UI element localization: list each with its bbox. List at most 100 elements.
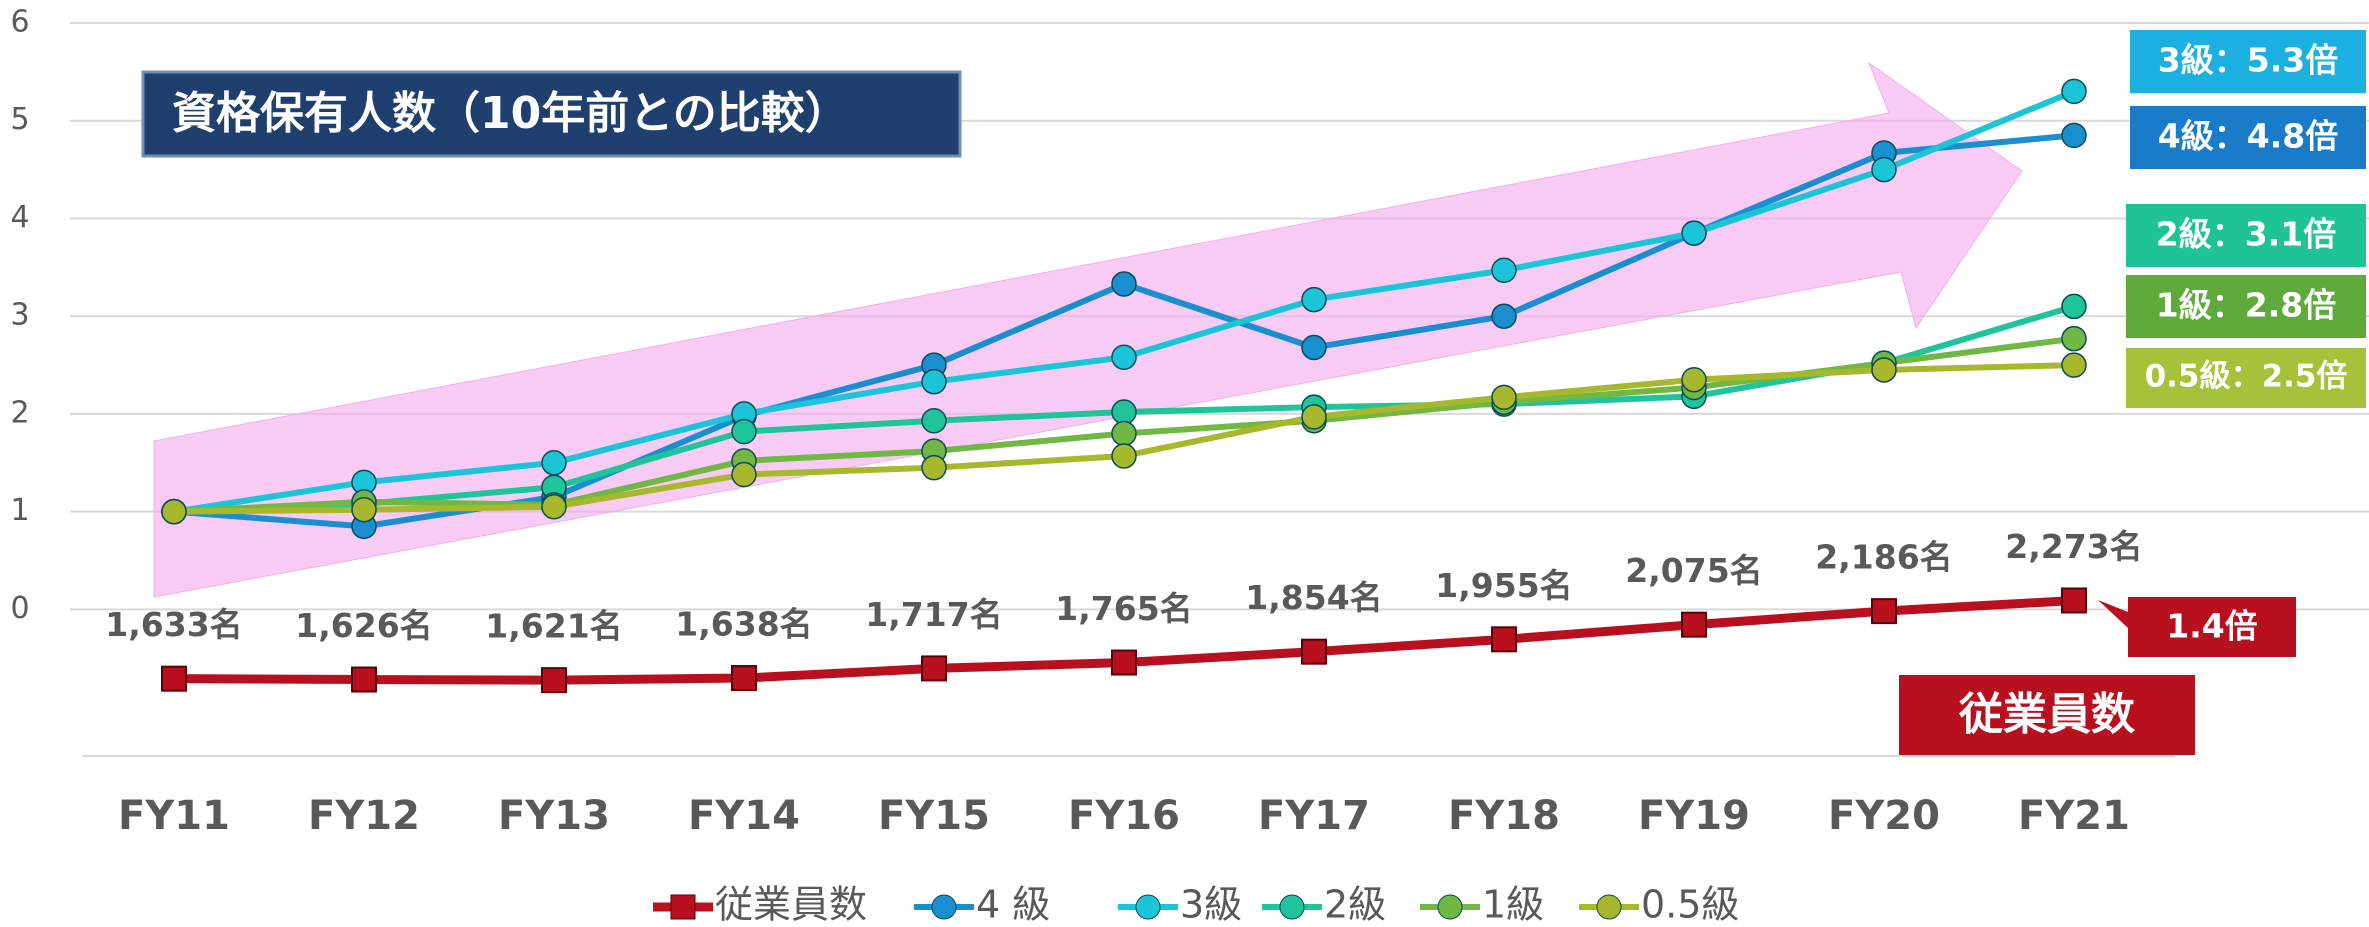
series [161,78,2087,525]
legend-label: 3級 [1180,883,1242,927]
legend-label: 0.5級 [1641,883,1739,927]
data-point [2061,78,2087,105]
data-point [2061,352,2087,378]
x-tick-label: FY15 [878,793,990,839]
x-tick-label: FY21 [2018,793,2130,839]
data-point [1111,649,1137,676]
data-point [1301,404,1327,430]
data-point [1491,257,1517,284]
legend-label: 従業員数 [715,883,867,927]
y-tick-label: 2 [10,395,29,430]
y-tick-label: 0 [10,591,29,626]
ratio-bg [2126,275,2366,338]
ratio-label: 1.4倍 [2166,607,2257,646]
data-point [2061,325,2087,352]
data-point [2061,293,2087,320]
series [161,352,2087,525]
employee-label: 従業員数 [1958,689,2135,740]
data-point [921,454,947,481]
data-point [731,665,757,692]
legend-marker [1596,894,1622,920]
data-label: 2,186名 [1815,538,1952,577]
data-label: 1,717名 [865,595,1002,634]
x-tick-label: FY11 [118,793,230,839]
x-tick-label: FY12 [308,793,420,839]
x-tick-label: FY19 [1638,793,1750,839]
ratio-bg [2130,30,2366,93]
ratio-bg [2126,348,2366,408]
legend-item: 従業員数 [653,883,867,927]
data-point [2061,122,2087,149]
y-tick-label: 4 [10,200,29,235]
data-point [921,655,947,682]
ratio-box: 0.5級：2.5倍 [2126,348,2366,408]
data-point [1111,399,1137,425]
title-bg [141,70,962,158]
ratio-label: 1級：2.8倍 [2156,286,2336,325]
data-point [921,408,947,434]
ratio-bg [2128,597,2296,657]
data-point [731,418,757,445]
data-point [161,665,187,692]
ratio-box: 3級：5.3倍 [2130,30,2366,93]
data-point [1871,156,1897,183]
x-tick-label: FY20 [1828,793,1940,839]
ratio-label: 2級：3.1倍 [2156,215,2336,254]
data-point [161,498,187,525]
x-tick-label: FY14 [688,793,800,839]
data-point [1681,220,1707,246]
legend-item: 2級 [1262,883,1386,927]
data-point [1301,334,1327,361]
legend-label: 1級 [1482,883,1544,927]
legend-marker [670,894,696,920]
y-tick-label: 6 [10,5,29,40]
x-tick-label: FY18 [1448,793,1560,839]
data-point [921,368,947,395]
data-label: 1,765名 [1055,589,1192,628]
data-point [541,667,567,694]
data-point [1491,384,1517,411]
data-point [2061,587,2087,614]
data-label: 1,626名 [295,606,432,645]
y-tick-label: 1 [10,493,29,528]
employee-box: 従業員数 [1899,675,2195,755]
legend-item: 3級 [1118,883,1242,927]
data-point [541,494,567,520]
legend-item: 0.5級 [1579,883,1739,927]
ratio-bg [2126,204,2366,267]
data-point [1681,611,1707,638]
data-point [351,496,377,523]
legend-label: 2級 [1324,883,1386,927]
ratio-box: 2級：3.1倍 [2126,204,2366,267]
data-label: 1,955名 [1435,566,1572,605]
x-tick-label: FY17 [1258,793,1370,839]
data-point [1111,443,1137,469]
ratio-label: 3級：5.3倍 [2158,41,2338,80]
data-label: 1,638名 [675,605,812,644]
data-point [1111,344,1137,370]
legend-marker [931,894,957,920]
data-point [1871,357,1897,383]
data-label: 1,621名 [485,607,622,646]
series: 1,633名 1,626名 1,621名 1,638名 1,717名 1,765名 1,85… [105,527,2143,694]
employee-bg [1899,675,2195,755]
x-tick-label: FY13 [498,793,610,839]
data-point [1111,420,1137,447]
y-tick-label: 3 [10,298,29,333]
data-point [1491,303,1517,329]
trend-arrow [153,61,2023,598]
data-point [1871,598,1897,625]
title-box: 資格保有人数（10年前との比較） [141,70,962,158]
legend-marker [1279,894,1305,920]
data-label: 1,633名 [105,605,242,644]
ratio-label: 0.5級：2.5倍 [2145,359,2348,395]
ratio-box: 4級：4.8倍 [2130,106,2366,169]
data-point [351,666,377,693]
plot-area: 1,633名 1,626名 1,621名 1,638名 1,717名 1,765名 1,85… [105,78,2143,694]
data-point [1301,638,1327,665]
x-tick-label: FY16 [1068,793,1180,839]
legend-marker [1437,894,1463,920]
ratio-box: 1.4倍 [2098,597,2296,657]
legend: 従業員数 4 級 3級 2級 1級 0.5級 [653,883,1739,927]
legend-item: 1級 [1420,883,1544,927]
